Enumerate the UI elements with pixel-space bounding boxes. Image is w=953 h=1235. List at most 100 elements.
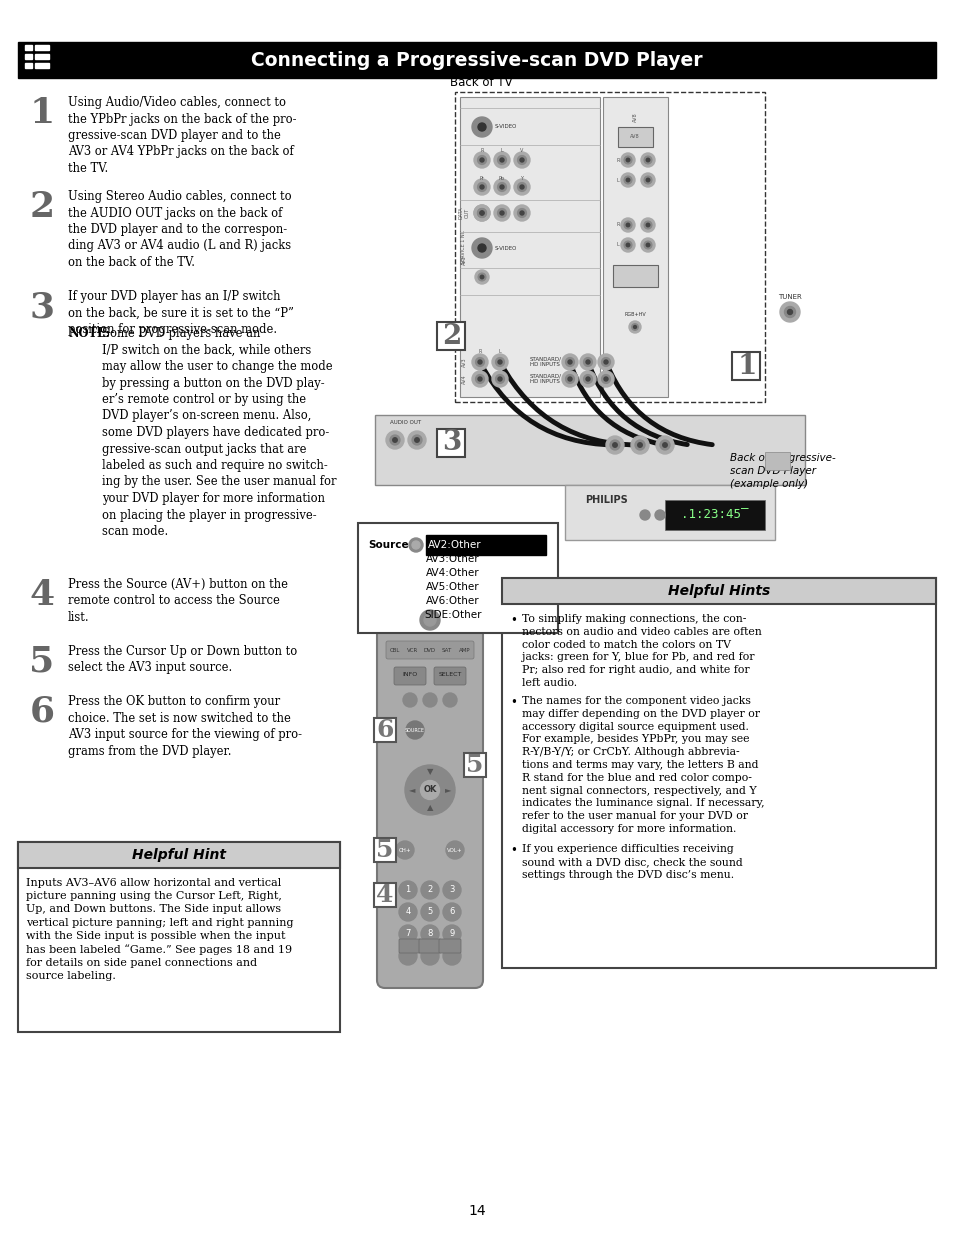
Bar	[374, 718, 395, 742]
Circle shape	[412, 541, 419, 550]
Text: 8: 8	[427, 930, 433, 939]
Circle shape	[519, 185, 523, 189]
Circle shape	[393, 437, 396, 442]
Circle shape	[442, 693, 456, 706]
Text: AV8: AV8	[632, 112, 637, 122]
Text: S-VIDEO: S-VIDEO	[495, 246, 517, 251]
Circle shape	[620, 153, 635, 167]
Circle shape	[583, 358, 592, 367]
Circle shape	[517, 183, 526, 191]
Circle shape	[561, 370, 578, 387]
Text: •: •	[510, 697, 517, 709]
Text: SIDE:Other: SIDE:Other	[424, 610, 481, 620]
Circle shape	[492, 370, 507, 387]
Text: Back of Progressive-
scan DVD Player
(example only): Back of Progressive- scan DVD Player (ex…	[729, 453, 835, 489]
Circle shape	[623, 241, 631, 248]
Circle shape	[598, 354, 614, 370]
Circle shape	[635, 440, 644, 450]
Circle shape	[422, 693, 436, 706]
Circle shape	[645, 224, 649, 227]
Bar	[501, 578, 935, 604]
Circle shape	[472, 370, 488, 387]
FancyBboxPatch shape	[438, 939, 460, 953]
Text: L: L	[616, 242, 618, 247]
Circle shape	[514, 179, 530, 195]
Text: CH+: CH+	[398, 847, 411, 852]
Text: Y: Y	[520, 175, 523, 180]
Circle shape	[479, 275, 483, 279]
Circle shape	[623, 221, 631, 228]
Circle shape	[477, 359, 481, 364]
Text: Using Stereo Audio cables, connect to
the AUDIO OUT jacks on the back of
the DVD: Using Stereo Audio cables, connect to th…	[68, 190, 292, 269]
Circle shape	[476, 358, 484, 367]
Circle shape	[643, 177, 651, 184]
Circle shape	[420, 781, 439, 799]
Circle shape	[472, 117, 492, 137]
Text: AV5:Other: AV5:Other	[426, 582, 479, 592]
Text: 3: 3	[442, 430, 461, 457]
Circle shape	[497, 359, 501, 364]
Circle shape	[409, 538, 422, 552]
Text: 5: 5	[427, 908, 432, 916]
Text: 4: 4	[405, 908, 410, 916]
Text: AV6:Other: AV6:Other	[426, 597, 479, 606]
Circle shape	[442, 925, 460, 944]
Text: DATA
OUT: DATA OUT	[458, 206, 469, 220]
Circle shape	[659, 440, 669, 450]
Bar	[618, 127, 652, 147]
Circle shape	[656, 436, 673, 454]
Circle shape	[598, 370, 614, 387]
Circle shape	[786, 310, 792, 315]
Circle shape	[783, 306, 795, 317]
Bar	[436, 322, 464, 350]
Text: AV3: AV3	[461, 256, 466, 264]
Text: SOURCE: SOURCE	[405, 727, 424, 732]
Bar	[602, 98, 667, 396]
Text: Press the Cursor Up or Down button to
select the AV3 input source.: Press the Cursor Up or Down button to se…	[68, 645, 297, 674]
Circle shape	[479, 185, 483, 189]
Circle shape	[442, 903, 460, 921]
Text: Press the OK button to confirm your
choice. The set is now switched to the
AV3 i: Press the OK button to confirm your choi…	[68, 695, 302, 757]
Circle shape	[420, 925, 438, 944]
Circle shape	[640, 219, 655, 232]
FancyBboxPatch shape	[394, 667, 426, 685]
Bar	[375, 415, 804, 485]
Text: OK: OK	[423, 785, 436, 794]
Circle shape	[474, 152, 490, 168]
FancyBboxPatch shape	[398, 939, 420, 953]
Circle shape	[655, 510, 664, 520]
Text: RGB+HV: RGB+HV	[623, 312, 645, 317]
Text: Helpful Hint: Helpful Hint	[132, 848, 226, 862]
Circle shape	[519, 158, 523, 162]
Text: SELECT: SELECT	[437, 673, 461, 678]
Circle shape	[643, 156, 651, 164]
Circle shape	[640, 238, 655, 252]
Circle shape	[420, 881, 438, 899]
Bar	[35, 44, 49, 49]
Circle shape	[497, 183, 506, 191]
Text: Using Audio/Video cables, connect to
the YPbPr jacks on the back of the pro-
gre: Using Audio/Video cables, connect to the…	[68, 96, 296, 175]
Bar	[459, 98, 599, 396]
Text: AV8: AV8	[630, 135, 639, 140]
Circle shape	[603, 377, 607, 382]
Circle shape	[633, 326, 636, 329]
Bar	[564, 485, 774, 540]
Text: Pr: Pr	[479, 175, 484, 180]
Bar	[18, 42, 935, 78]
Circle shape	[492, 354, 507, 370]
Circle shape	[630, 436, 648, 454]
Circle shape	[442, 881, 460, 899]
Bar	[426, 535, 545, 555]
FancyBboxPatch shape	[376, 582, 482, 988]
Circle shape	[645, 178, 649, 182]
Circle shape	[477, 377, 481, 382]
Circle shape	[620, 238, 635, 252]
FancyBboxPatch shape	[386, 641, 474, 659]
Circle shape	[497, 156, 506, 164]
Circle shape	[567, 359, 572, 364]
Circle shape	[406, 721, 423, 739]
Text: R: R	[616, 222, 619, 227]
Text: L: L	[500, 148, 503, 153]
Circle shape	[517, 209, 526, 217]
Circle shape	[390, 435, 399, 445]
